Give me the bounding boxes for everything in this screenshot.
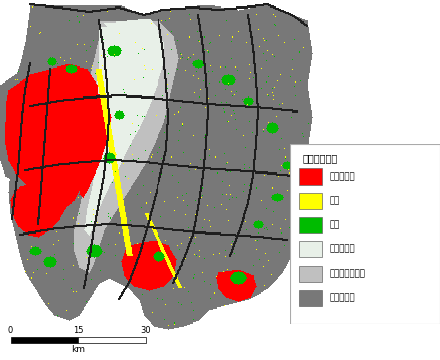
Bar [78,337,146,343]
Bar [299,217,322,233]
Bar [11,337,78,343]
Text: 計算対象外: 計算対象外 [329,293,355,302]
Text: 30: 30 [141,327,151,336]
Text: 計算対象層なし: 計算対象層なし [329,269,365,278]
Text: 低い: 低い [329,220,340,230]
Text: 極めて高い: 極めて高い [329,172,355,181]
Text: 0: 0 [8,327,13,336]
Bar [299,290,322,306]
Text: 極めて低い: 極めて低い [329,245,355,254]
Text: km: km [71,345,85,354]
Bar [299,193,322,209]
Text: 15: 15 [73,327,84,336]
Text: 高い: 高い [329,196,340,205]
Bar [299,168,322,185]
Bar [299,241,322,257]
Text: 液状化危険度: 液状化危険度 [302,153,337,163]
Bar [299,266,322,282]
